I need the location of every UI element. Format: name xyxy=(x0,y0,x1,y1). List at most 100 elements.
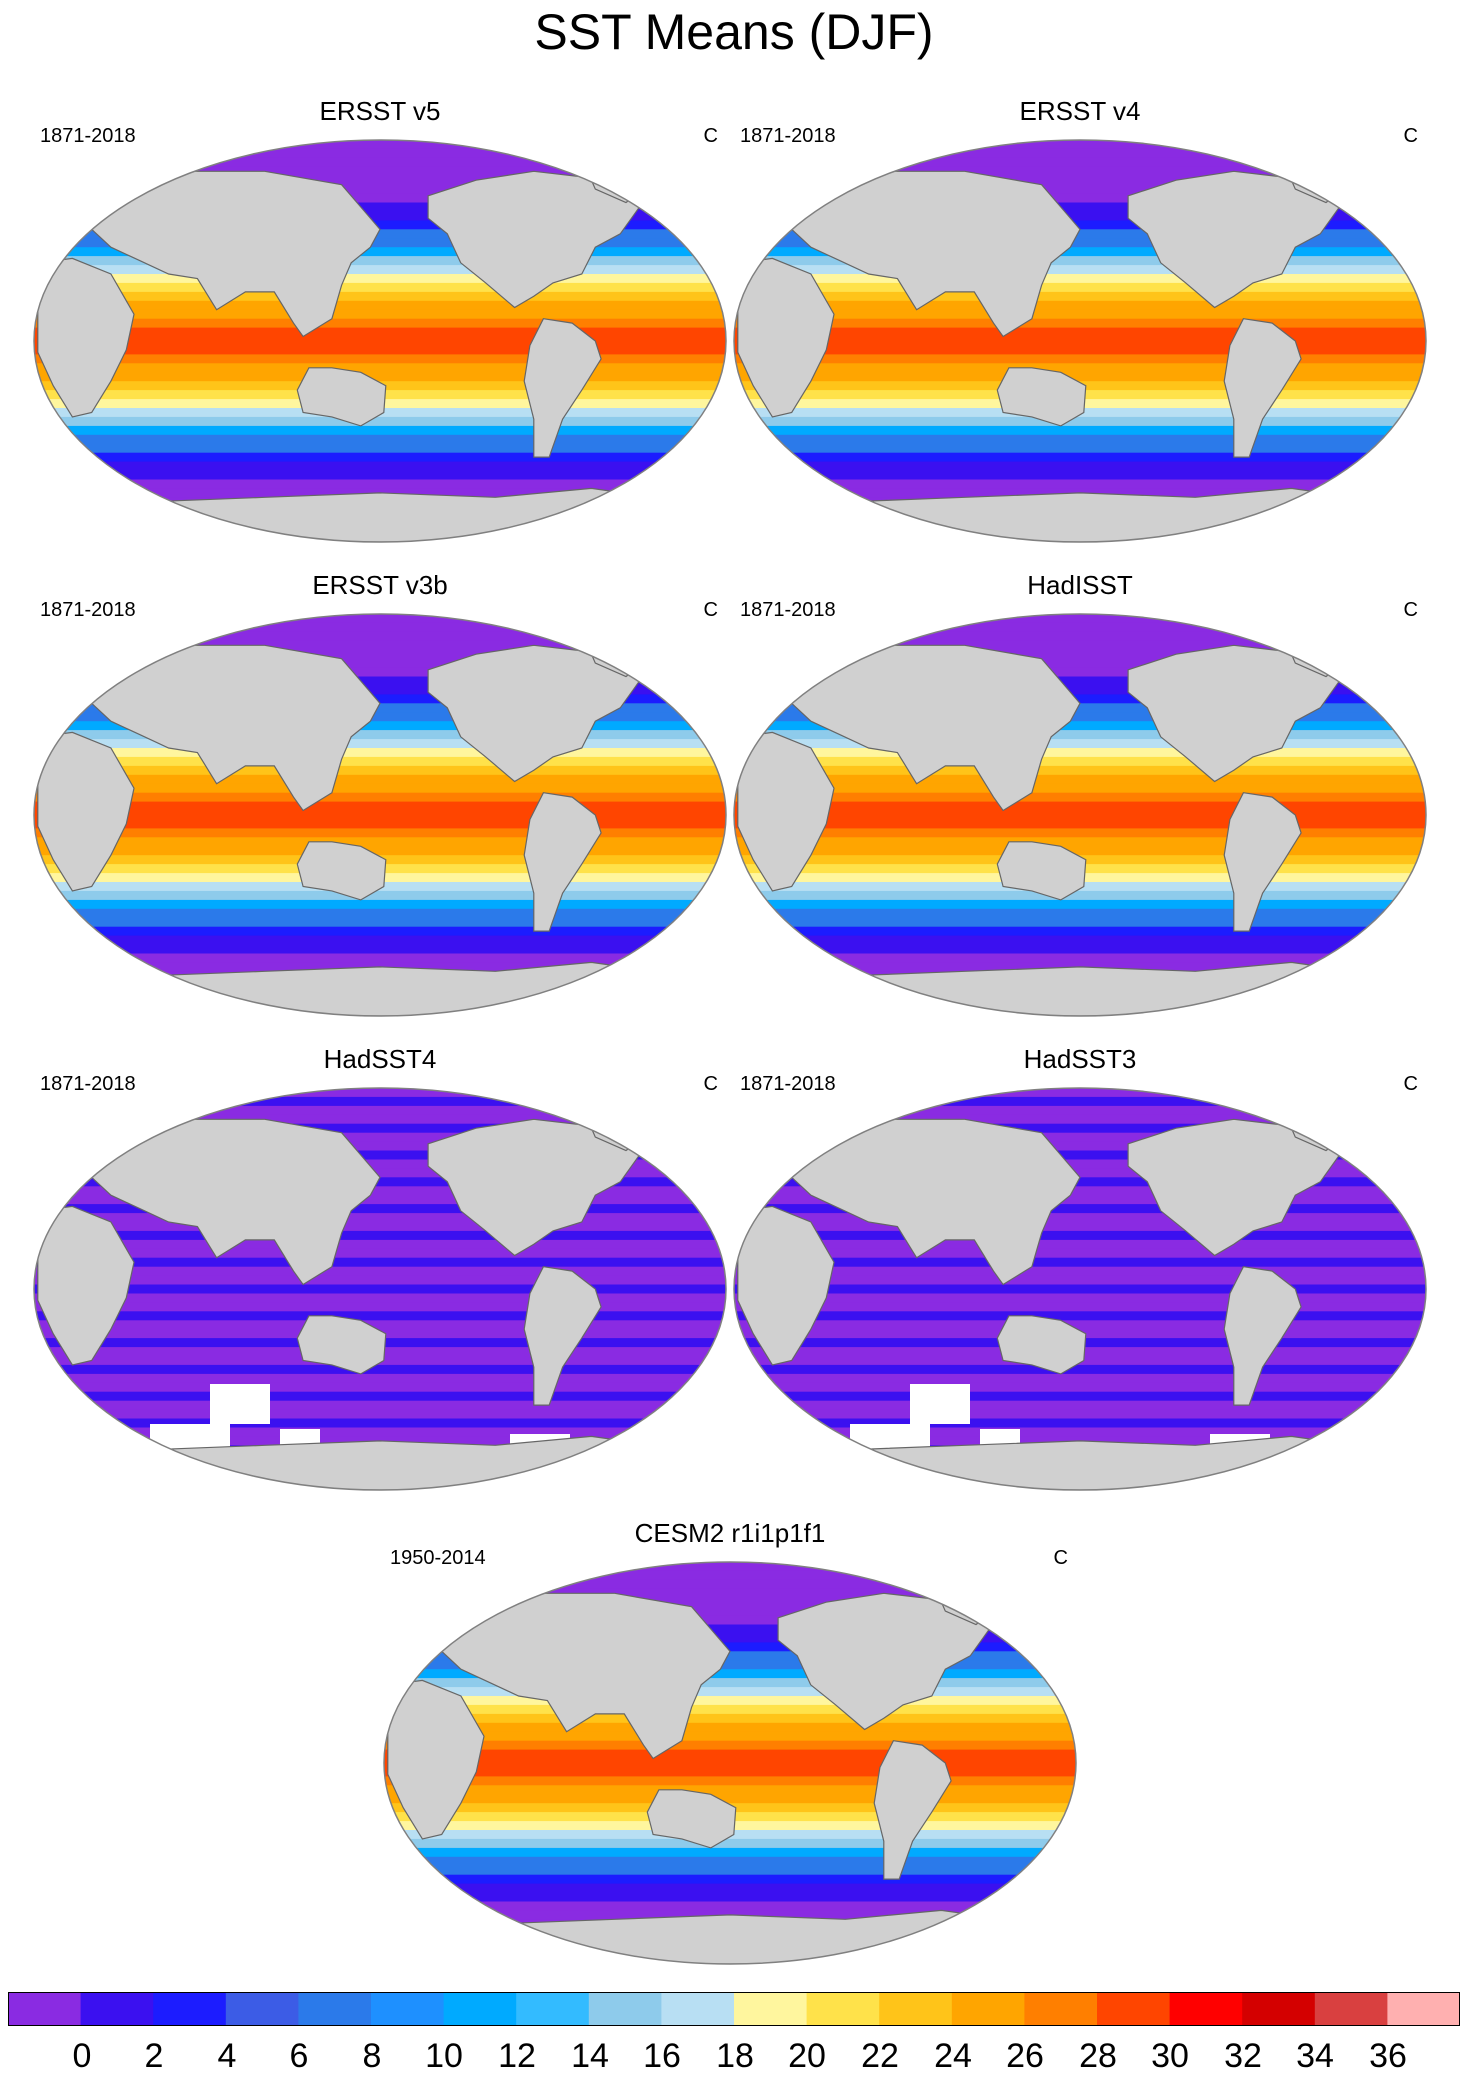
sst-band xyxy=(734,461,1426,472)
sst-band xyxy=(734,890,1426,901)
sst-band xyxy=(34,1382,726,1393)
sst-band xyxy=(734,1257,1426,1268)
sst-band xyxy=(34,229,726,239)
asia-europe-land xyxy=(736,644,1081,812)
sst-band xyxy=(34,926,726,937)
colorbar-tick-label: 2 xyxy=(144,2037,164,2075)
sst-band xyxy=(384,1776,1076,1786)
sst-band xyxy=(34,470,726,480)
sst-map xyxy=(33,613,727,1017)
australia-land xyxy=(646,1789,737,1849)
sst-band xyxy=(734,425,1426,436)
sst-band xyxy=(384,1588,1076,1599)
colorbar-swatch xyxy=(951,1992,1025,2026)
sst-band xyxy=(734,658,1426,669)
colorbar-swatch xyxy=(1314,1992,1388,2026)
sst-band xyxy=(734,274,1426,284)
sst-band xyxy=(734,774,1426,785)
sst-band xyxy=(34,461,726,472)
sst-band xyxy=(734,1195,1426,1205)
sst-band xyxy=(34,220,726,230)
sst-band xyxy=(384,1892,1076,1902)
north-america-land xyxy=(1127,644,1341,783)
australia-land xyxy=(996,841,1087,901)
sst-band xyxy=(734,631,1426,642)
sst-band xyxy=(384,1722,1076,1733)
colorbar-tick-label: 24 xyxy=(934,2037,972,2075)
colorbar-swatch xyxy=(225,1992,299,2026)
sst-band xyxy=(34,1105,726,1116)
sst-band xyxy=(34,1284,726,1294)
north-america-land xyxy=(427,644,641,783)
sst-band xyxy=(734,184,1426,195)
south-america-land xyxy=(1223,792,1302,932)
sst-field xyxy=(34,140,726,542)
australia-land xyxy=(996,367,1087,427)
australia-land xyxy=(296,841,387,901)
south-america-land xyxy=(1223,1266,1302,1406)
sst-band xyxy=(34,265,726,275)
sst-band xyxy=(734,810,1426,820)
antarctica-land xyxy=(34,1435,726,1490)
sst-band xyxy=(34,238,726,248)
sst-band xyxy=(734,1230,1426,1241)
sst-band xyxy=(34,765,726,776)
colorbar-swatch xyxy=(661,1992,735,2026)
sst-band xyxy=(34,622,726,633)
sst-band xyxy=(734,1222,1426,1232)
north-america-land xyxy=(427,170,641,309)
colorbar-tick-label: 32 xyxy=(1224,2037,1262,2075)
sst-band xyxy=(734,694,1426,704)
period-label: 1950-2014 xyxy=(390,1547,486,1569)
panel-title: CESM2 r1i1p1f1 xyxy=(634,1518,826,1548)
sst-band xyxy=(734,202,1426,212)
sst-band xyxy=(384,1704,1076,1715)
sst-band xyxy=(34,694,726,704)
sst-band xyxy=(34,676,726,686)
sst-band xyxy=(34,345,726,355)
sst-band xyxy=(384,1785,1076,1795)
sst-band xyxy=(34,336,726,346)
sst-band xyxy=(34,1257,726,1268)
north-america-land xyxy=(777,1592,991,1731)
sst-band xyxy=(734,935,1426,946)
sst-band xyxy=(734,640,1426,651)
colorbar-tick-label: 36 xyxy=(1369,2037,1407,2075)
sst-band xyxy=(34,899,726,910)
colorbar-swatch xyxy=(516,1992,590,2026)
sst-band xyxy=(384,1660,1076,1670)
sst-band xyxy=(34,631,726,642)
south-america-land xyxy=(523,1266,602,1406)
sst-band xyxy=(34,801,726,812)
sst-band xyxy=(734,1320,1426,1330)
sst-band xyxy=(34,1373,726,1384)
africa-land xyxy=(737,257,835,418)
map-frame xyxy=(33,1087,727,1491)
map-panel-hadsst4: HadSST4 1871-2018 C xyxy=(30,1044,730,1494)
map-panel-ersst-v5: ERSST v5 1871-2018 C xyxy=(30,96,730,546)
sst-band xyxy=(34,846,726,856)
asia-europe-land xyxy=(36,170,381,338)
sst-band xyxy=(734,1168,1426,1178)
sst-band xyxy=(734,944,1426,954)
sst-band xyxy=(734,1096,1426,1107)
australia-land xyxy=(296,367,387,427)
asia-europe-land xyxy=(386,1592,731,1760)
sst-band xyxy=(34,783,726,794)
sst-band xyxy=(734,676,1426,686)
sst-band xyxy=(34,291,726,302)
sst-band xyxy=(734,1159,1426,1169)
south-america-land xyxy=(523,318,602,458)
sst-band xyxy=(734,175,1426,186)
sst-band xyxy=(34,721,726,731)
sst-band xyxy=(734,1266,1426,1277)
sst-band xyxy=(734,166,1426,177)
sst-band xyxy=(384,1597,1076,1608)
colorbar-swatch xyxy=(806,1992,880,2026)
sst-band xyxy=(734,703,1426,713)
sst-band xyxy=(34,1150,726,1160)
sst-band xyxy=(384,1624,1076,1634)
north-america-land xyxy=(1127,170,1341,309)
sst-band xyxy=(734,416,1426,427)
sst-band xyxy=(34,282,726,293)
